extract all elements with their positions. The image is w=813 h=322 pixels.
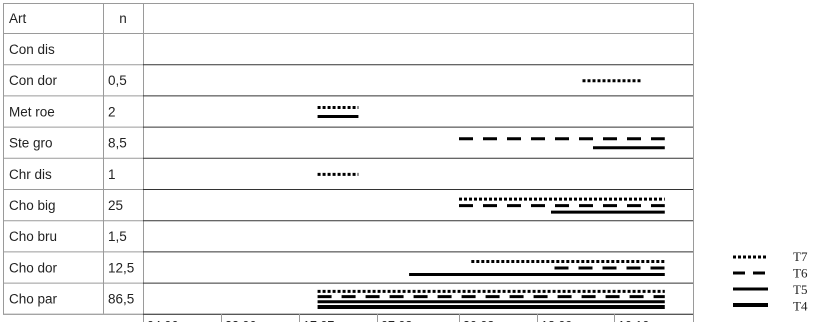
legend-label-t5: T5 <box>793 282 807 297</box>
n-value: 1 <box>108 167 116 182</box>
date-tick-label: 07.08. <box>381 319 416 322</box>
species-label: Con dor <box>9 73 58 88</box>
n-value: 86,5 <box>108 292 134 307</box>
header-n: n <box>119 11 127 26</box>
date-tick-label: 17.07. <box>303 319 338 322</box>
species-label: Met roe <box>9 104 55 119</box>
n-value: 2 <box>108 104 116 119</box>
date-tick-label: 10.10. <box>618 319 653 322</box>
n-value: 25 <box>108 198 123 213</box>
species-label: Cho par <box>9 292 58 307</box>
species-label: Cho dor <box>9 260 58 275</box>
n-value: 12,5 <box>108 260 134 275</box>
date-tick-label: 22.06. <box>225 319 260 322</box>
date-tick-label: 18.09. <box>541 319 576 322</box>
n-value: 8,5 <box>108 136 127 151</box>
species-label: Con dis <box>9 42 55 57</box>
species-label: Cho bru <box>9 229 57 244</box>
n-value: 1,5 <box>108 229 127 244</box>
legend-label-t4: T4 <box>793 299 808 314</box>
legend-label-t7: T7 <box>793 249 808 264</box>
species-label: Cho big <box>9 198 56 213</box>
species-label: Ste gro <box>9 136 53 151</box>
date-tick-label: 30.08. <box>463 319 498 322</box>
legend-label-t6: T6 <box>793 266 808 281</box>
date-tick-label: 04.06. <box>147 319 182 322</box>
header-species: Art <box>9 11 27 26</box>
species-label: Chr dis <box>9 167 52 182</box>
n-value: 0,5 <box>108 73 127 88</box>
